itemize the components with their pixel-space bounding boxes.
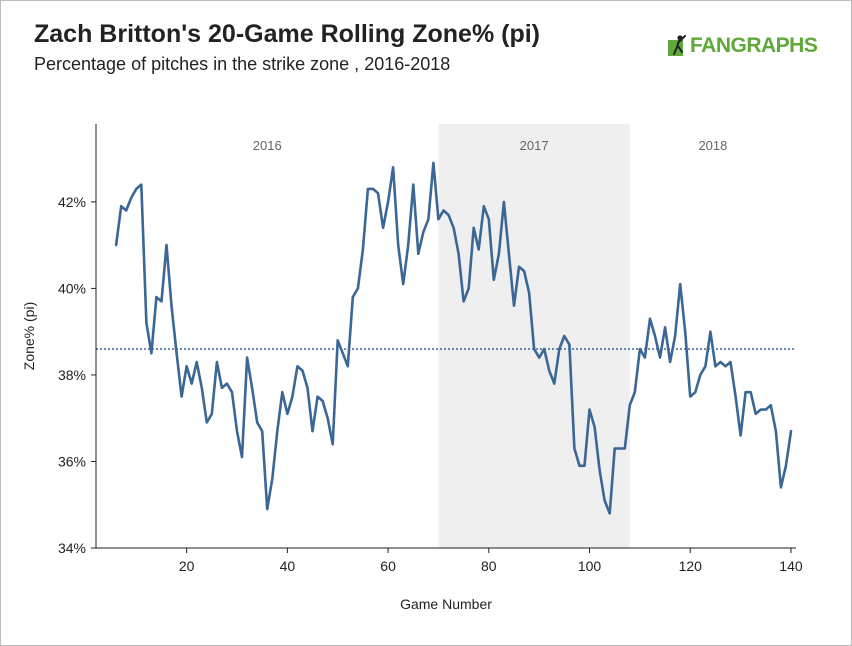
season-label-2018: 2018 [698, 138, 727, 153]
season-label-2017: 2017 [520, 138, 549, 153]
x-tick-label: 40 [280, 558, 296, 574]
x-tick-label: 120 [679, 558, 703, 574]
y-tick-label: 40% [58, 280, 86, 296]
season-labels: 2016 2017 2018 [253, 138, 728, 153]
fangraphs-logo: FANGRAPHS [668, 34, 818, 58]
y-tick-label: 38% [58, 367, 86, 383]
axes [95, 124, 796, 549]
chart-title: Zach Britton's 20-Game Rolling Zone% (pi… [34, 20, 540, 48]
player-silhouette-icon [668, 35, 686, 56]
zone-pct-series-line [114, 161, 793, 515]
chart-subtitle: Percentage of pitches in the strike zone… [34, 54, 451, 74]
x-tick-label: 60 [380, 558, 396, 574]
y-tick-label: 42% [58, 194, 86, 210]
y-axis-title: Zone% (pi) [21, 302, 37, 370]
x-tick-label: 100 [578, 558, 602, 574]
season-label-2016: 2016 [253, 138, 282, 153]
x-tick-label: 80 [481, 558, 497, 574]
x-tick-label: 140 [779, 558, 803, 574]
y-tick-label: 36% [58, 453, 86, 469]
y-axis-ticks: 34% 36% 38% 40% 42% [58, 194, 96, 556]
logo-text: FANGRAPHS [690, 34, 818, 57]
x-axis-ticks: 20 40 60 80 100 120 140 [179, 548, 803, 574]
x-tick-label: 20 [179, 558, 195, 574]
x-axis-title: Game Number [400, 596, 492, 612]
y-tick-label: 34% [58, 540, 86, 556]
